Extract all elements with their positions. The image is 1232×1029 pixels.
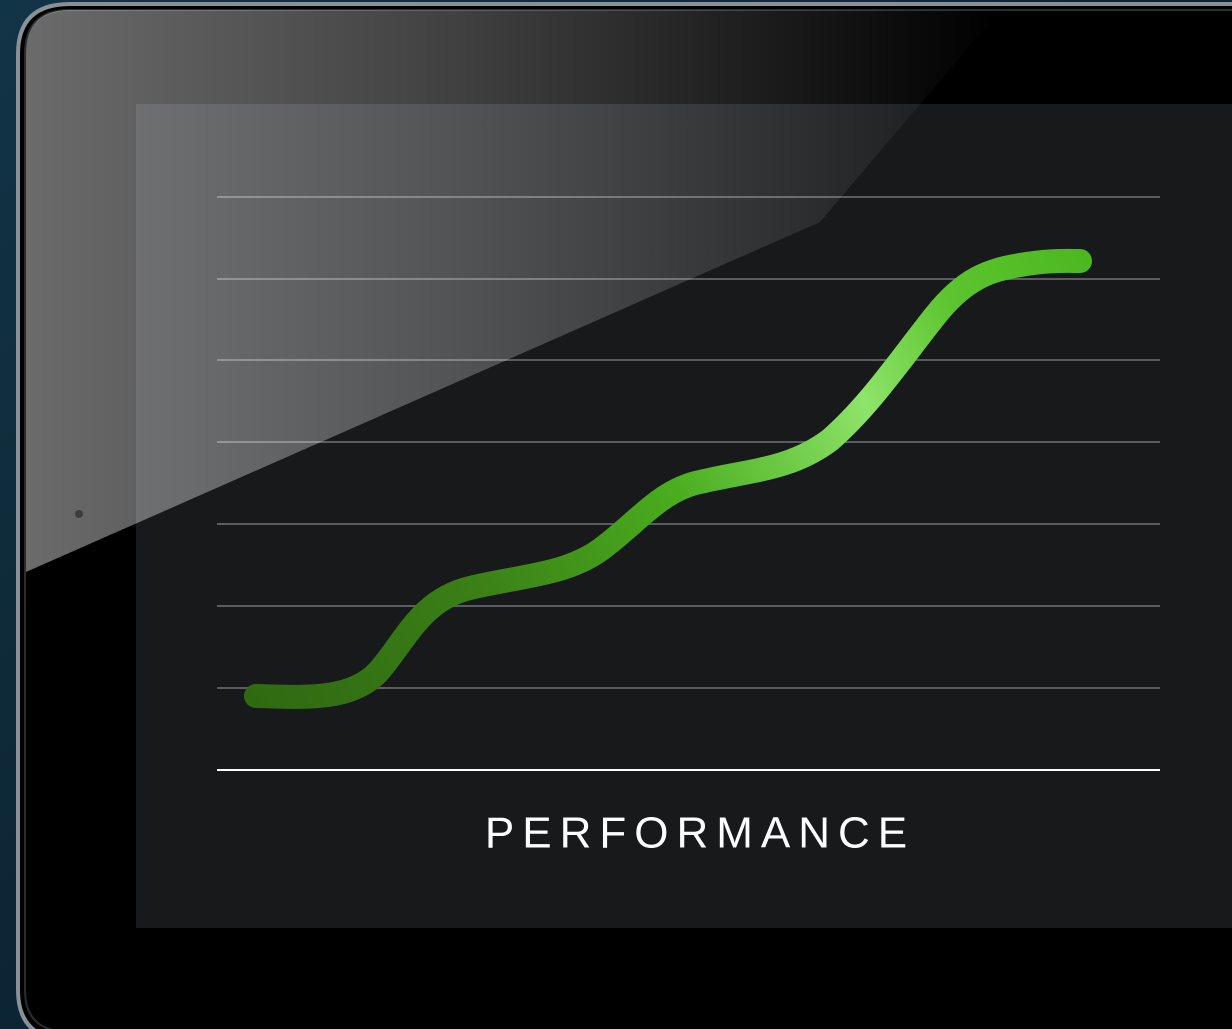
- screen-label: PERFORMANCE: [485, 809, 915, 858]
- performance-curve: [244, 248, 1092, 709]
- screen-glare: [26, 10, 1000, 572]
- camera: [75, 510, 83, 518]
- tablet-bezel-edge: [24, 9, 1232, 1029]
